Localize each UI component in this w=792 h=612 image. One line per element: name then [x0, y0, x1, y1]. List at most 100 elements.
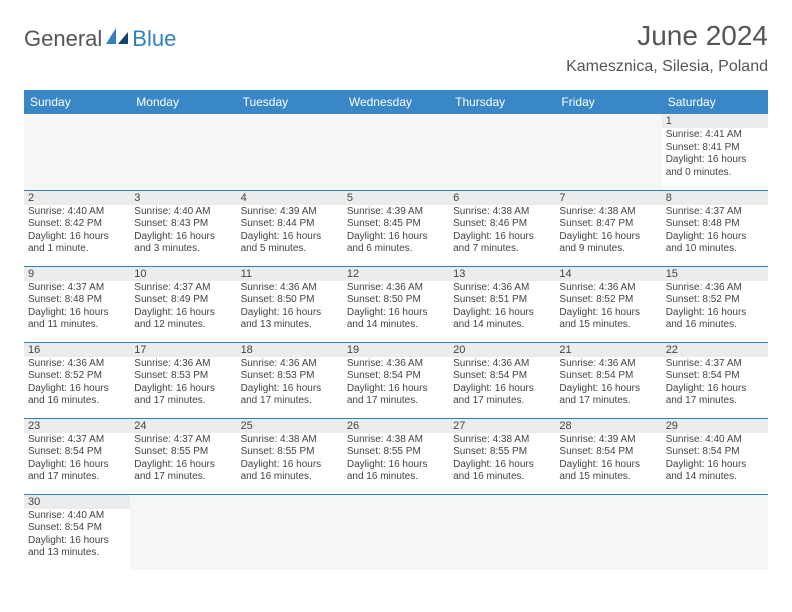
sunrise-text: Sunrise: 4:36 AM: [453, 358, 551, 371]
sunset-text: Sunset: 8:43 PM: [134, 218, 232, 231]
sunset-text: Sunset: 8:42 PM: [28, 218, 126, 231]
day-details: Sunrise: 4:40 AMSunset: 8:43 PMDaylight:…: [130, 205, 236, 258]
daylight-text: Daylight: 16 hours and 17 minutes.: [241, 383, 339, 408]
sunset-text: Sunset: 8:55 PM: [347, 446, 445, 459]
calendar-cell: [24, 114, 130, 190]
daylight-text: Daylight: 16 hours and 0 minutes.: [666, 154, 764, 179]
day-number: 11: [237, 267, 343, 281]
sunset-text: Sunset: 8:52 PM: [559, 294, 657, 307]
calendar-cell: 20Sunrise: 4:36 AMSunset: 8:54 PMDayligh…: [449, 342, 555, 418]
day-number: 5: [343, 191, 449, 205]
sunrise-text: Sunrise: 4:38 AM: [559, 206, 657, 219]
sunrise-text: Sunrise: 4:39 AM: [559, 434, 657, 447]
daylight-text: Daylight: 16 hours and 12 minutes.: [134, 307, 232, 332]
day-number: 23: [24, 419, 130, 433]
sunset-text: Sunset: 8:52 PM: [666, 294, 764, 307]
daylight-text: Daylight: 16 hours and 15 minutes.: [559, 307, 657, 332]
day-number: 10: [130, 267, 236, 281]
calendar-cell: [555, 494, 661, 570]
daylight-text: Daylight: 16 hours and 9 minutes.: [559, 231, 657, 256]
sunset-text: Sunset: 8:54 PM: [28, 522, 126, 535]
sunrise-text: Sunrise: 4:36 AM: [559, 282, 657, 295]
sunset-text: Sunset: 8:53 PM: [134, 370, 232, 383]
calendar-cell: 19Sunrise: 4:36 AMSunset: 8:54 PMDayligh…: [343, 342, 449, 418]
daylight-text: Daylight: 16 hours and 6 minutes.: [347, 231, 445, 256]
day-number: 30: [24, 495, 130, 509]
day-details: Sunrise: 4:37 AMSunset: 8:54 PMDaylight:…: [24, 433, 130, 486]
day-number: 3: [130, 191, 236, 205]
daylight-text: Daylight: 16 hours and 16 minutes.: [453, 459, 551, 484]
calendar-cell: 11Sunrise: 4:36 AMSunset: 8:50 PMDayligh…: [237, 266, 343, 342]
day-details: Sunrise: 4:36 AMSunset: 8:52 PMDaylight:…: [662, 281, 768, 334]
daylight-text: Daylight: 16 hours and 17 minutes.: [453, 383, 551, 408]
sunrise-text: Sunrise: 4:37 AM: [134, 434, 232, 447]
daylight-text: Daylight: 16 hours and 3 minutes.: [134, 231, 232, 256]
calendar-week-row: 23Sunrise: 4:37 AMSunset: 8:54 PMDayligh…: [24, 418, 768, 494]
calendar-cell: 24Sunrise: 4:37 AMSunset: 8:55 PMDayligh…: [130, 418, 236, 494]
calendar-cell: 4Sunrise: 4:39 AMSunset: 8:44 PMDaylight…: [237, 190, 343, 266]
daylight-text: Daylight: 16 hours and 17 minutes.: [134, 459, 232, 484]
day-number: 1: [662, 114, 768, 128]
day-details: Sunrise: 4:36 AMSunset: 8:54 PMDaylight:…: [555, 357, 661, 410]
calendar-cell: [237, 114, 343, 190]
calendar-cell: 16Sunrise: 4:36 AMSunset: 8:52 PMDayligh…: [24, 342, 130, 418]
daylight-text: Daylight: 16 hours and 14 minutes.: [666, 459, 764, 484]
sunrise-text: Sunrise: 4:38 AM: [347, 434, 445, 447]
sunset-text: Sunset: 8:48 PM: [666, 218, 764, 231]
daylight-text: Daylight: 16 hours and 1 minute.: [28, 231, 126, 256]
sunrise-text: Sunrise: 4:36 AM: [453, 282, 551, 295]
day-number: 4: [237, 191, 343, 205]
weekday-header: Thursday: [449, 90, 555, 114]
sunrise-text: Sunrise: 4:37 AM: [28, 282, 126, 295]
day-number: 6: [449, 191, 555, 205]
day-details: Sunrise: 4:40 AMSunset: 8:54 PMDaylight:…: [662, 433, 768, 486]
month-title: June 2024: [566, 20, 768, 52]
day-details: Sunrise: 4:37 AMSunset: 8:48 PMDaylight:…: [662, 205, 768, 258]
sunset-text: Sunset: 8:55 PM: [453, 446, 551, 459]
calendar-cell: [237, 494, 343, 570]
day-details: Sunrise: 4:37 AMSunset: 8:48 PMDaylight:…: [24, 281, 130, 334]
calendar-cell: 8Sunrise: 4:37 AMSunset: 8:48 PMDaylight…: [662, 190, 768, 266]
day-number: 15: [662, 267, 768, 281]
sunrise-text: Sunrise: 4:36 AM: [559, 358, 657, 371]
daylight-text: Daylight: 16 hours and 17 minutes.: [666, 383, 764, 408]
day-number: 26: [343, 419, 449, 433]
day-number: 9: [24, 267, 130, 281]
sunrise-text: Sunrise: 4:38 AM: [453, 434, 551, 447]
day-details: Sunrise: 4:36 AMSunset: 8:54 PMDaylight:…: [449, 357, 555, 410]
day-number: 13: [449, 267, 555, 281]
daylight-text: Daylight: 16 hours and 14 minutes.: [453, 307, 551, 332]
sunrise-text: Sunrise: 4:40 AM: [666, 434, 764, 447]
sunrise-text: Sunrise: 4:36 AM: [347, 358, 445, 371]
sunset-text: Sunset: 8:53 PM: [241, 370, 339, 383]
sunrise-text: Sunrise: 4:37 AM: [666, 358, 764, 371]
weekday-header: Sunday: [24, 90, 130, 114]
calendar-cell: 2Sunrise: 4:40 AMSunset: 8:42 PMDaylight…: [24, 190, 130, 266]
brand-part2: Blue: [132, 26, 176, 52]
day-details: Sunrise: 4:40 AMSunset: 8:42 PMDaylight:…: [24, 205, 130, 258]
sunrise-text: Sunrise: 4:36 AM: [666, 282, 764, 295]
calendar-cell: 1Sunrise: 4:41 AMSunset: 8:41 PMDaylight…: [662, 114, 768, 190]
day-number: 18: [237, 343, 343, 357]
day-details: Sunrise: 4:36 AMSunset: 8:54 PMDaylight:…: [343, 357, 449, 410]
header: General Blue June 2024 Kamesznica, Siles…: [24, 20, 768, 76]
calendar-week-row: 16Sunrise: 4:36 AMSunset: 8:52 PMDayligh…: [24, 342, 768, 418]
day-number: 29: [662, 419, 768, 433]
day-details: Sunrise: 4:38 AMSunset: 8:55 PMDaylight:…: [343, 433, 449, 486]
day-number: 7: [555, 191, 661, 205]
sunset-text: Sunset: 8:50 PM: [241, 294, 339, 307]
sunrise-text: Sunrise: 4:40 AM: [28, 206, 126, 219]
day-details: Sunrise: 4:40 AMSunset: 8:54 PMDaylight:…: [24, 509, 130, 562]
daylight-text: Daylight: 16 hours and 14 minutes.: [347, 307, 445, 332]
calendar-cell: [130, 114, 236, 190]
sunset-text: Sunset: 8:54 PM: [559, 370, 657, 383]
sunrise-text: Sunrise: 4:36 AM: [241, 358, 339, 371]
day-details: Sunrise: 4:39 AMSunset: 8:54 PMDaylight:…: [555, 433, 661, 486]
sunrise-text: Sunrise: 4:41 AM: [666, 129, 764, 142]
title-block: June 2024 Kamesznica, Silesia, Poland: [566, 20, 768, 76]
sunset-text: Sunset: 8:46 PM: [453, 218, 551, 231]
daylight-text: Daylight: 16 hours and 17 minutes.: [559, 383, 657, 408]
sunrise-text: Sunrise: 4:39 AM: [347, 206, 445, 219]
sunrise-text: Sunrise: 4:38 AM: [241, 434, 339, 447]
day-number: 16: [24, 343, 130, 357]
